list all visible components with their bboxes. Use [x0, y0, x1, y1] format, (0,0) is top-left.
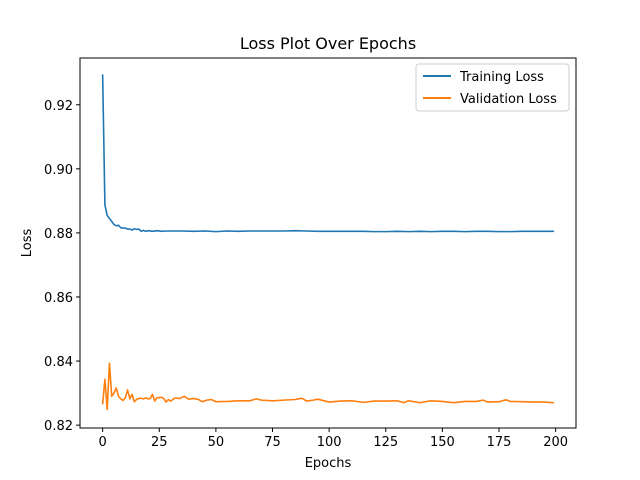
x-axis-title: Epochs — [305, 456, 352, 471]
plot-background — [80, 58, 576, 428]
y-axis: 0.82 0.84 0.86 0.88 0.90 0.92 — [44, 99, 80, 434]
chart-legend: Training Loss Validation Loss — [415, 63, 570, 112]
x-tick-label: 0 — [99, 435, 107, 450]
legend-box — [415, 63, 570, 112]
series-line-training-loss — [101, 74, 555, 233]
x-tick-label: 25 — [151, 435, 168, 450]
plot-area — [79, 57, 577, 429]
legend-label-validation-loss: Validation Loss — [460, 92, 557, 107]
y-tick-label: 0.86 — [44, 291, 73, 306]
y-tick-label: 0.84 — [44, 355, 73, 370]
plot-frame — [79, 57, 577, 429]
x-tick-label: 150 — [430, 435, 455, 450]
x-tick-label: 125 — [373, 435, 398, 450]
x-axis: 0 25 50 75 100 125 150 175 200 — [99, 428, 568, 450]
x-tick-label: 200 — [543, 435, 568, 450]
y-tick-label: 0.92 — [44, 99, 73, 114]
x-tick-label: 100 — [317, 435, 342, 450]
x-tick-label: 175 — [487, 435, 512, 450]
chart-title: Loss Plot Over Epochs — [240, 34, 416, 53]
series-layer — [101, 74, 555, 411]
y-tick-label: 0.90 — [44, 163, 73, 178]
y-tick-label: 0.82 — [44, 419, 73, 434]
x-tick-label: 75 — [264, 435, 281, 450]
y-tick-label: 0.88 — [44, 227, 73, 242]
x-tick-label: 50 — [208, 435, 225, 450]
legend-label-training-loss: Training Loss — [459, 70, 544, 85]
series-line-validation-loss — [101, 362, 555, 411]
y-axis-title: Loss — [20, 229, 35, 258]
